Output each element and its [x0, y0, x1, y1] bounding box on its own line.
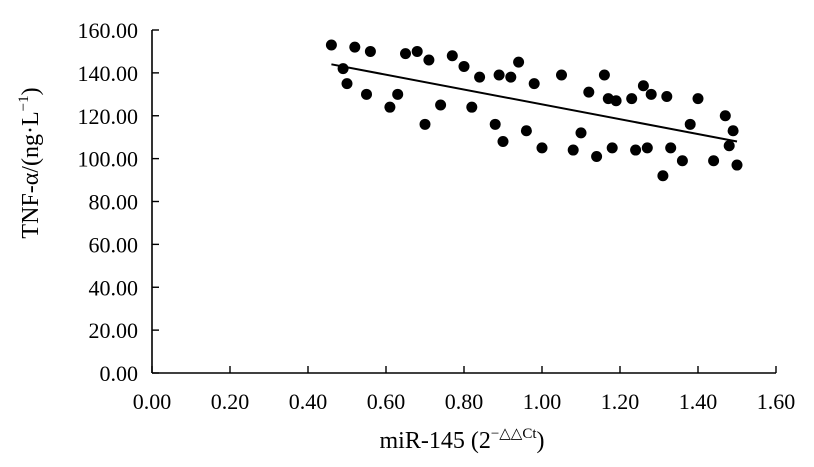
data-point: [723, 140, 735, 152]
data-point: [384, 101, 396, 113]
y-axis-label-superscript: −1: [16, 95, 32, 111]
data-point: [591, 150, 603, 162]
x-tick-label: 1.00: [523, 389, 562, 414]
x-tick-label: 0.00: [133, 389, 172, 414]
data-point: [637, 80, 649, 92]
y-tick-label: 120.00: [78, 104, 139, 129]
data-point: [446, 50, 458, 62]
data-point: [630, 144, 642, 156]
data-point: [528, 78, 540, 90]
data-point: [349, 41, 361, 53]
x-axis-label-main: miR-145 (2: [379, 428, 490, 454]
data-point: [392, 88, 404, 100]
trendline-group: [331, 63, 738, 143]
x-tick-label: 0.60: [367, 389, 406, 414]
y-tick-label: 40.00: [89, 275, 139, 300]
x-tick-label: 1.60: [757, 389, 796, 414]
data-points: [325, 39, 743, 182]
data-point: [435, 99, 447, 111]
data-point: [641, 142, 653, 154]
data-point: [419, 118, 431, 130]
data-point: [575, 127, 587, 139]
y-tick-label: 0.00: [100, 361, 139, 386]
y-tick-label: 140.00: [78, 61, 139, 86]
x-tick-label: 1.40: [679, 389, 718, 414]
y-tick-label: 160.00: [78, 18, 139, 43]
data-point: [489, 118, 501, 130]
data-point: [458, 60, 470, 72]
x-tick-label: 0.20: [211, 389, 250, 414]
data-point: [626, 93, 638, 105]
data-point: [361, 88, 372, 100]
x-tick-label: 1.20: [601, 389, 640, 414]
data-point: [505, 71, 517, 83]
data-point: [400, 48, 411, 60]
data-point: [493, 69, 505, 81]
data-point: [536, 142, 548, 154]
x-axis-label-superscript: −△△Ct: [491, 426, 538, 442]
data-point: [497, 135, 509, 147]
data-point: [661, 90, 673, 102]
data-point: [657, 170, 669, 182]
y-tick-label: 80.00: [89, 190, 139, 215]
data-point: [423, 54, 435, 66]
data-point: [567, 144, 579, 156]
data-point: [513, 56, 525, 68]
data-point: [598, 69, 610, 81]
y-axis-label-main: TNF-α/(ng·L: [18, 111, 44, 238]
x-axis-label-close: ): [537, 428, 545, 454]
y-axis-label-close: ): [18, 87, 44, 95]
data-point: [645, 88, 657, 100]
x-tick-label: 0.80: [445, 389, 484, 414]
data-point: [466, 101, 478, 113]
data-point: [556, 69, 567, 81]
trendline: [331, 63, 738, 143]
data-point: [606, 142, 618, 154]
data-point: [411, 45, 423, 57]
data-point: [610, 95, 622, 107]
x-axis: 0.00 0.20 0.40 0.60 0.80 1.00 1.20 1.40 1.60: [133, 366, 796, 414]
data-point: [719, 110, 731, 122]
data-point: [337, 63, 349, 75]
data-point: [676, 155, 688, 167]
data-point: [684, 118, 696, 130]
y-axis-label: TNF-α/(ng·L−1): [16, 87, 44, 238]
x-tick-label: 0.40: [289, 389, 328, 414]
data-point: [665, 142, 677, 154]
data-point: [727, 125, 739, 137]
data-point: [474, 71, 486, 83]
data-point: [692, 93, 704, 105]
data-point: [583, 86, 595, 98]
x-axis-label: miR-145 (2−△△Ct): [379, 426, 544, 454]
data-point: [325, 39, 337, 51]
data-point: [731, 159, 743, 171]
y-axis: 0.00 20.00 40.00 60.00 80.00 100.00 120.00 140.…: [78, 18, 159, 386]
data-point: [341, 78, 353, 90]
data-point: [520, 125, 532, 137]
y-tick-label: 100.00: [78, 147, 139, 172]
data-point: [708, 155, 720, 167]
data-point: [364, 45, 376, 57]
y-tick-label: 60.00: [89, 232, 139, 257]
y-tick-label: 20.00: [89, 318, 139, 343]
